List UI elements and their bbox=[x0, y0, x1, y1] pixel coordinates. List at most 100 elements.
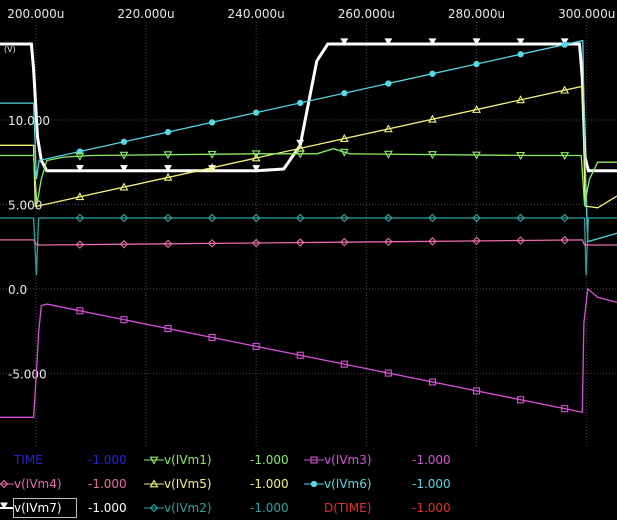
legend-name: v(IVm1) bbox=[164, 453, 212, 467]
data-point bbox=[340, 360, 348, 368]
legend-name: TIME bbox=[14, 453, 43, 467]
legend-value: -1.000 bbox=[250, 501, 289, 515]
data-point bbox=[164, 128, 172, 136]
legend-swatch bbox=[144, 503, 164, 513]
legend-marker bbox=[0, 502, 8, 510]
data-point bbox=[428, 114, 437, 123]
data-point bbox=[472, 236, 481, 246]
data-point bbox=[339, 148, 349, 157]
legend-swatch bbox=[0, 479, 14, 489]
data-point bbox=[207, 150, 217, 159]
data-point bbox=[75, 240, 85, 249]
data-point bbox=[163, 239, 173, 249]
data-point bbox=[296, 139, 305, 147]
x-tick-label: 220.000u bbox=[117, 7, 174, 21]
waveform-plot[interactable]: 10.000 5.000 0.0 -5.000 (V) 200.000u 220.000u… bbox=[0, 0, 617, 446]
data-point bbox=[251, 150, 261, 159]
data-point bbox=[516, 95, 526, 104]
legend-swatch bbox=[304, 480, 324, 488]
data-point bbox=[296, 351, 304, 359]
data-point bbox=[207, 213, 217, 223]
data-point bbox=[252, 342, 260, 350]
legend-name: v(IVm5) bbox=[164, 477, 212, 491]
legend-marker bbox=[310, 480, 318, 488]
data-point bbox=[75, 152, 85, 161]
data-point bbox=[119, 213, 129, 223]
data-point bbox=[472, 151, 481, 160]
legend-name: v(IVm4) bbox=[14, 477, 62, 491]
data-point bbox=[120, 138, 128, 145]
data-point bbox=[429, 70, 436, 77]
series-line bbox=[0, 217, 617, 276]
series-v(IVm3) bbox=[0, 287, 617, 418]
legend-value: -1.000 bbox=[250, 477, 289, 491]
x-tick-label: 200.000u bbox=[7, 7, 64, 21]
series-v(IVm2) bbox=[0, 213, 617, 276]
legend-value: -1.000 bbox=[250, 453, 289, 467]
data-point bbox=[384, 369, 392, 377]
series-line bbox=[0, 239, 617, 246]
grid-lines bbox=[0, 22, 617, 446]
y-tick-label: 0.0 bbox=[8, 283, 27, 297]
legend-marker bbox=[0, 479, 9, 489]
traces bbox=[0, 38, 617, 418]
data-point bbox=[251, 213, 261, 223]
data-point bbox=[208, 333, 216, 342]
data-point bbox=[75, 213, 85, 223]
data-point bbox=[253, 109, 260, 116]
data-point bbox=[119, 165, 128, 172]
legend-value: -1.000 bbox=[412, 501, 451, 515]
x-tick-label: 260.000u bbox=[338, 7, 395, 21]
data-point bbox=[340, 213, 349, 223]
data-point bbox=[384, 237, 393, 247]
legend-swatch bbox=[0, 502, 14, 510]
data-point bbox=[164, 165, 172, 172]
series-line bbox=[0, 42, 617, 173]
data-point bbox=[561, 405, 569, 413]
legend-value: -1.000 bbox=[88, 501, 127, 515]
data-point bbox=[472, 387, 481, 395]
data-point bbox=[295, 150, 305, 159]
data-point bbox=[561, 41, 568, 48]
series-v(IVm6) bbox=[0, 39, 617, 243]
legend-marker bbox=[149, 503, 159, 513]
series-line bbox=[0, 287, 617, 418]
data-point bbox=[384, 213, 393, 223]
data-point bbox=[516, 213, 525, 223]
data-point bbox=[428, 38, 437, 46]
legend-value: -1.000 bbox=[88, 477, 127, 491]
series-v(IVm1) bbox=[0, 148, 617, 205]
data-point bbox=[75, 165, 84, 172]
data-point bbox=[383, 150, 393, 159]
y-axis-unit: (V) bbox=[4, 45, 16, 54]
series-line bbox=[0, 148, 617, 205]
data-point bbox=[208, 119, 216, 126]
x-tick-label: 300.000u bbox=[558, 7, 615, 21]
legend-name: v(IVm7) bbox=[14, 501, 62, 515]
legend-value: -1.000 bbox=[412, 477, 451, 491]
data-point bbox=[119, 151, 129, 160]
legend-name: v(IVm3) bbox=[324, 453, 372, 467]
data-point bbox=[295, 238, 305, 247]
data-point bbox=[339, 134, 349, 142]
y-axis: 10.000 5.000 0.0 -5.000 (V) bbox=[4, 45, 50, 381]
data-point bbox=[295, 213, 305, 223]
x-axis: 200.000u 220.000u 240.000u 260.000u 280.000u… bbox=[7, 7, 615, 21]
data-point bbox=[516, 151, 526, 160]
data-point bbox=[251, 238, 261, 248]
data-point bbox=[384, 38, 393, 46]
data-point bbox=[340, 38, 349, 46]
data-point bbox=[163, 151, 173, 160]
legend-selection-box bbox=[13, 498, 77, 518]
data-point bbox=[207, 163, 217, 172]
data-point bbox=[297, 99, 304, 107]
y-tick-label: -5.000 bbox=[8, 367, 47, 381]
legend: TIME -1.000 v(IVm1) -1.000 v(IVm3) -1.000 v(IV… bbox=[0, 446, 617, 520]
data-point bbox=[340, 237, 349, 247]
data-point bbox=[252, 165, 261, 172]
data-point bbox=[207, 239, 217, 248]
data-point bbox=[383, 124, 393, 133]
legend-name: v(IVm6) bbox=[324, 477, 372, 491]
data-point bbox=[516, 38, 525, 46]
y-tick-label: 10.000 bbox=[8, 114, 50, 128]
